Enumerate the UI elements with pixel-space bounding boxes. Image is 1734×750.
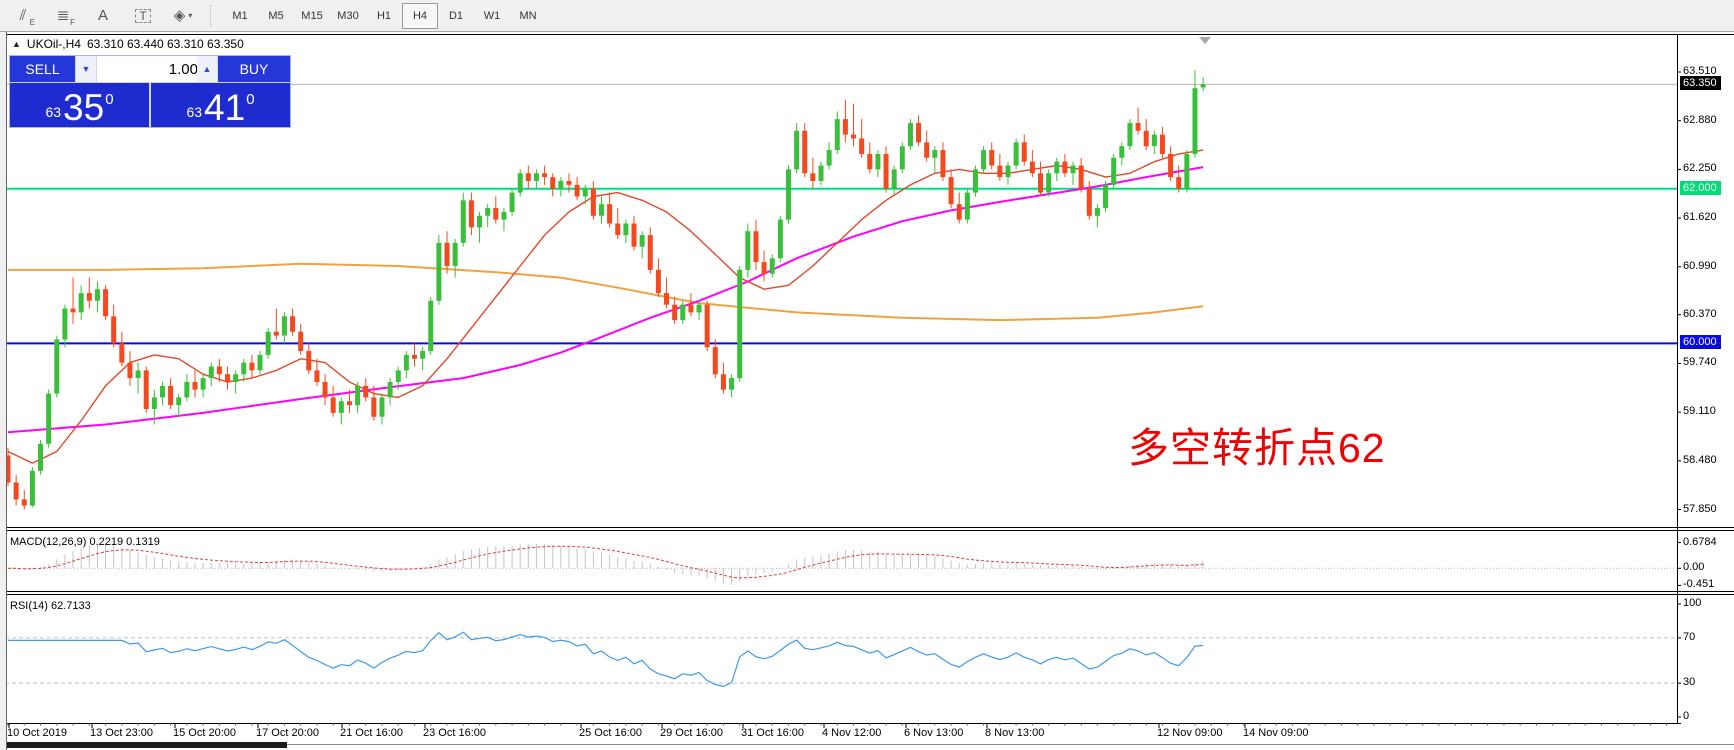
ma-slow-orange xyxy=(8,262,1204,322)
rsi-tick-label: 70 xyxy=(1683,630,1696,643)
price-tick-label: 59.740 xyxy=(1683,356,1717,369)
macd-tick-label: 0.00 xyxy=(1683,561,1705,574)
buy-button[interactable]: BUY xyxy=(218,56,290,82)
fibonacci-retracement-icon[interactable]: ≣ F xyxy=(56,7,75,27)
date-tick-label: 29 Oct 16:00 xyxy=(660,727,723,739)
date-tick-label: 25 Oct 16:00 xyxy=(579,727,642,739)
date-tick-label: 8 Nov 13:00 xyxy=(985,727,1045,739)
date-tick-label: 21 Oct 16:00 xyxy=(340,727,403,739)
timeframe-group: M1 M5 M15 M30 H1 H4 D1 W1 MN xyxy=(222,2,546,29)
timeframe-button-M30[interactable]: M30 xyxy=(337,9,359,22)
ohlc-values: 63.310 63.440 63.310 63.350 xyxy=(86,37,244,51)
chart-shift-marker xyxy=(1199,37,1211,44)
timeframe-button-H1[interactable]: H1 xyxy=(376,9,392,22)
macd-tick-label: -0.451 xyxy=(1683,578,1715,591)
macd-signal-line xyxy=(7,545,1204,579)
date-tick-label: 15 Oct 20:00 xyxy=(173,727,236,739)
volume-input[interactable] xyxy=(97,56,204,82)
ask-pip-digit: 0 xyxy=(246,91,255,108)
volume-increase-button[interactable]: ▲ xyxy=(197,56,217,82)
price-tick-label: 57.850 xyxy=(1683,502,1717,515)
bid-big-digits: 35 xyxy=(63,86,105,128)
rsi-line xyxy=(8,631,1204,688)
toolbar: ⫽ E ≣ F A T ◈ ▾ M1 M5 M15 M30 H1 H4 D1 W1 MN xyxy=(0,0,1734,32)
rsi-tick-label: 30 xyxy=(1683,676,1696,689)
ask-price-display[interactable]: 63 41 0 xyxy=(151,83,290,127)
ask-prefix: 63 xyxy=(186,104,203,120)
timeframe-button-W1[interactable]: W1 xyxy=(483,9,501,22)
ma-fast-red xyxy=(7,149,1204,464)
chart-text-annotation: 多空转折点62 xyxy=(1128,425,1386,471)
date-tick-label: 12 Nov 09:00 xyxy=(1157,727,1223,739)
drawing-tools-group: ⫽ E ≣ F A T ◈ ▾ xyxy=(0,5,196,27)
timeframe-button-H4[interactable]: H4 xyxy=(402,2,438,29)
sell-button[interactable]: SELL xyxy=(10,56,75,82)
timeframe-button-M15[interactable]: M15 xyxy=(301,9,323,22)
symbol-timeframe-label: UKOil-,H4 xyxy=(26,37,81,51)
window-left-frame xyxy=(0,32,7,750)
bid-pip-digit: 0 xyxy=(105,91,114,108)
level-price-label: 60.000 xyxy=(1680,335,1721,350)
price-tick-label: 61.620 xyxy=(1683,211,1717,224)
date-tick-label: 14 Nov 09:00 xyxy=(1243,727,1309,739)
date-tick-label: 10 Oct 2019 xyxy=(7,727,67,739)
date-tick-label: 31 Oct 16:00 xyxy=(741,727,804,739)
volume-decrease-button[interactable]: ▼ xyxy=(76,56,96,82)
level-price-label: 62.000 xyxy=(1680,180,1721,195)
price-tick-label: 60.370 xyxy=(1683,307,1717,320)
price-tick-label: 62.880 xyxy=(1683,113,1717,126)
price-tick-label: 60.990 xyxy=(1683,259,1717,272)
rsi-label: RSI(14) 62.7133 xyxy=(10,600,91,612)
text-icon[interactable]: A xyxy=(97,7,108,24)
price-tick-label: 62.250 xyxy=(1683,162,1717,175)
bid-prefix: 63 xyxy=(45,104,62,120)
collapse-arrow-icon[interactable]: ▲ xyxy=(12,39,21,49)
macd-tick-label: 0.6784 xyxy=(1683,535,1717,548)
timeframe-button-M1[interactable]: M1 xyxy=(232,9,248,22)
price-tick-label: 58.480 xyxy=(1683,453,1717,466)
timeframe-button-M5[interactable]: M5 xyxy=(268,9,284,22)
candles xyxy=(5,70,1206,510)
timeframe-button-D1[interactable]: D1 xyxy=(448,9,464,22)
one-click-trading-panel: SELL ▼ ▲ BUY 63 35 0 63 41 0 xyxy=(9,55,291,128)
timeframe-button-MN[interactable]: MN xyxy=(519,9,537,22)
chart-title: ▲ UKOil-,H4 63.310 63.440 63.310 63.350 xyxy=(12,37,244,51)
bid-price-display[interactable]: 63 35 0 xyxy=(10,83,149,127)
macd-label: MACD(12,26,9) 0.2219 0.1319 xyxy=(10,536,160,548)
current-price-label: 63.350 xyxy=(1680,76,1721,91)
rsi-tick-label: 0 xyxy=(1683,710,1690,722)
date-tick-label: 6 Nov 13:00 xyxy=(904,727,964,739)
arrows-icon[interactable]: ◈ ▾ xyxy=(173,7,193,24)
text-label-icon[interactable]: T xyxy=(130,5,156,27)
ask-big-digits: 41 xyxy=(204,86,246,128)
price-tick-label: 59.110 xyxy=(1683,405,1716,418)
date-tick-label: 4 Nov 12:00 xyxy=(822,727,882,739)
price-tick-label: 63.510 xyxy=(1683,65,1717,77)
date-tick-label: 13 Oct 23:00 xyxy=(90,727,153,739)
date-tick-label: 17 Oct 20:00 xyxy=(256,727,319,739)
toolbar-separator xyxy=(210,4,212,27)
date-tick-label: 23 Oct 16:00 xyxy=(423,727,486,739)
ma-mid-magenta xyxy=(7,166,1204,434)
equidistant-channel-icon[interactable]: ⫽ E xyxy=(19,7,35,27)
rsi-tick-label: 100 xyxy=(1683,597,1702,609)
